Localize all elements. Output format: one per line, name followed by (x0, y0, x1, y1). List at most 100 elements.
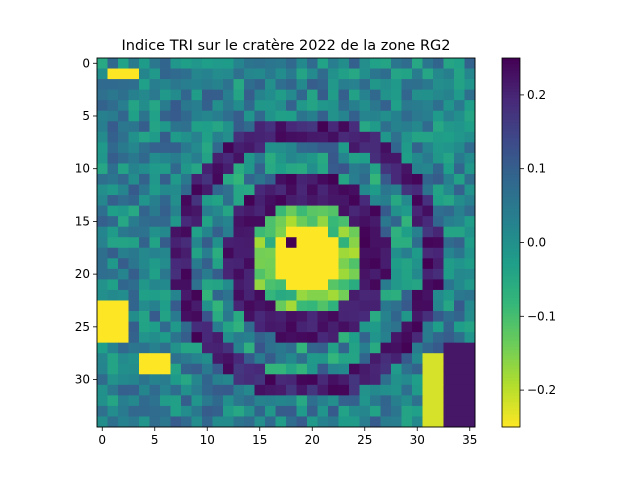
heatmap-cell (380, 258, 392, 270)
heatmap-cell (107, 279, 119, 291)
heatmap-cell (317, 142, 329, 154)
heatmap-cell (464, 353, 476, 365)
heatmap-cell (244, 205, 255, 217)
heatmap-cell (128, 289, 140, 301)
heatmap-cell (202, 311, 213, 322)
colorbar-segment (502, 371, 520, 376)
heatmap-cell (370, 152, 381, 164)
heatmap-cell (370, 100, 381, 112)
heatmap-cell (454, 289, 465, 301)
heatmap-cell (286, 416, 297, 428)
heatmap-cell (244, 237, 255, 249)
heatmap-cell (454, 342, 465, 354)
heatmap-cell (212, 173, 224, 185)
heatmap-cell (97, 405, 108, 417)
heatmap-cell (212, 184, 224, 196)
colorbar-segment (502, 147, 520, 151)
heatmap-cell (170, 100, 182, 112)
heatmap-cell (370, 58, 381, 69)
heatmap-cell (422, 363, 434, 375)
heatmap-cell (202, 121, 213, 133)
colorbar-segment (502, 150, 520, 154)
heatmap-cell (139, 247, 150, 259)
heatmap-cell (212, 374, 224, 386)
heatmap-cell (391, 205, 402, 217)
heatmap-cell (464, 163, 476, 175)
heatmap-cell (233, 279, 245, 291)
heatmap-cell (412, 416, 423, 428)
heatmap-cell (160, 332, 171, 344)
heatmap-cell (412, 216, 423, 228)
heatmap-cell (454, 237, 465, 249)
heatmap-cell (97, 289, 108, 301)
heatmap-cell (317, 110, 329, 122)
heatmap-cell (202, 268, 213, 280)
heatmap-cell (328, 374, 339, 386)
heatmap-cell (443, 405, 455, 417)
heatmap-cell (149, 100, 161, 112)
heatmap-cell (359, 321, 371, 333)
heatmap-cell (412, 68, 423, 80)
heatmap-cell (212, 363, 224, 375)
heatmap-cell (139, 142, 150, 154)
heatmap-cell (296, 311, 308, 322)
heatmap-cell (149, 205, 161, 217)
colorbar-segment (502, 343, 520, 348)
heatmap-cell (454, 184, 465, 196)
heatmap-cell (160, 58, 171, 69)
heatmap-cell (338, 353, 350, 365)
heatmap-cell (391, 353, 402, 365)
heatmap-cell (464, 311, 476, 322)
heatmap-cell (307, 247, 318, 259)
heatmap-cell (275, 173, 287, 185)
heatmap-cell (443, 395, 455, 407)
heatmap-cell (265, 395, 276, 407)
heatmap-cell (265, 258, 276, 270)
heatmap-cell (307, 311, 318, 322)
heatmap-cell (349, 195, 360, 206)
x-axis: 0 5 10 15 20 25 30 35 (98, 427, 477, 447)
heatmap-cell (254, 416, 266, 428)
heatmap-cell (349, 268, 360, 280)
heatmap-cell (307, 258, 318, 270)
colorbar-segment (502, 377, 520, 382)
heatmap-cell (244, 79, 255, 91)
heatmap-cell (97, 332, 108, 344)
heatmap-cell (401, 247, 413, 259)
heatmap-cell (380, 342, 392, 354)
y-tick-label: 10 (75, 162, 90, 176)
heatmap-cell (338, 289, 350, 301)
heatmap-cell (223, 163, 234, 175)
heatmap-cell (296, 405, 308, 417)
heatmap-cell (412, 247, 423, 259)
heatmap-cell (328, 342, 339, 354)
heatmap-cell (338, 300, 350, 312)
heatmap-cell (202, 321, 213, 333)
heatmap-cell (380, 163, 392, 175)
heatmap-cell (254, 163, 266, 175)
heatmap-cell (370, 237, 381, 249)
heatmap-cell (349, 216, 360, 228)
heatmap-cell (118, 384, 129, 396)
heatmap-cell (370, 374, 381, 386)
heatmap-cell (170, 142, 182, 154)
heatmap-cell (433, 279, 444, 291)
heatmap-cell (107, 247, 119, 259)
heatmap-cell (296, 363, 308, 375)
heatmap-cell (149, 374, 161, 386)
colorbar-segment (502, 104, 520, 108)
heatmap-cell (160, 89, 171, 101)
heatmap-cell (128, 363, 140, 375)
heatmap-cell (118, 110, 129, 122)
heatmap-cell (359, 195, 371, 206)
heatmap-cell (202, 416, 213, 428)
heatmap-cell (338, 311, 350, 322)
heatmap-cell (254, 100, 266, 112)
heatmap-cell (202, 205, 213, 217)
heatmap-cell (191, 311, 203, 322)
colorbar-segment (502, 307, 520, 311)
heatmap-cell (443, 384, 455, 396)
heatmap-cell (380, 332, 392, 344)
heatmap-cell (380, 395, 392, 407)
heatmap-cell (464, 173, 476, 185)
